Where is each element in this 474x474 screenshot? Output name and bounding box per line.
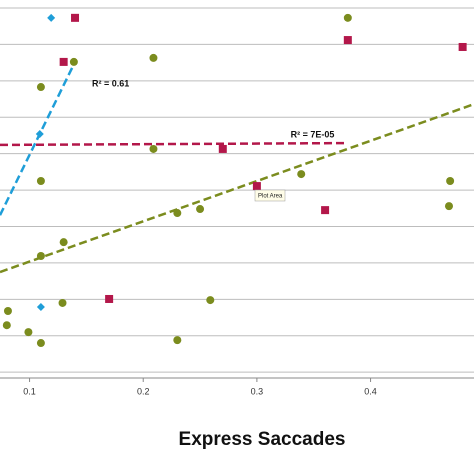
- data-point: [69, 57, 78, 66]
- data-point: [36, 176, 45, 185]
- trendline-label: R² = 0.61: [92, 78, 129, 88]
- trendline: [0, 141, 345, 147]
- data-point: [343, 36, 352, 45]
- data-point: [59, 57, 68, 66]
- data-point: [36, 302, 45, 311]
- data-point: [36, 339, 45, 348]
- data-point: [173, 336, 182, 345]
- data-point: [35, 130, 44, 139]
- x-tick-label: 0.4: [364, 386, 377, 396]
- data-point: [149, 144, 158, 153]
- trendline: [0, 61, 77, 216]
- data-point: [297, 170, 306, 179]
- data-point: [206, 296, 215, 305]
- data-point: [3, 306, 12, 315]
- tooltip: Plot Area: [258, 194, 283, 200]
- data-point: [343, 13, 352, 22]
- data-point: [2, 321, 11, 330]
- trendline-label: R² = 7E-05: [291, 129, 335, 139]
- data-point: [252, 182, 261, 191]
- data-point: [71, 13, 80, 22]
- data-point: [47, 13, 56, 22]
- data-point: [59, 238, 68, 247]
- data-point: [321, 206, 330, 215]
- x-tick-label: 0.1: [23, 386, 36, 396]
- data-point: [446, 176, 455, 185]
- data-point: [218, 144, 227, 153]
- data-point: [444, 202, 453, 211]
- data-point: [36, 83, 45, 92]
- data-point: [24, 328, 33, 337]
- data-point: [105, 294, 114, 303]
- data-point: [36, 252, 45, 261]
- data-point: [173, 209, 182, 218]
- data-point: [196, 205, 205, 214]
- data-point: [58, 298, 67, 307]
- data-point: [149, 53, 158, 62]
- data-point: [458, 42, 467, 51]
- tooltip-box: [254, 189, 286, 202]
- x-tick-label: 0.2: [137, 386, 150, 396]
- x-axis-title: Express Saccades: [179, 429, 346, 450]
- x-tick-label: 0.3: [251, 386, 264, 396]
- trendline: [0, 102, 474, 274]
